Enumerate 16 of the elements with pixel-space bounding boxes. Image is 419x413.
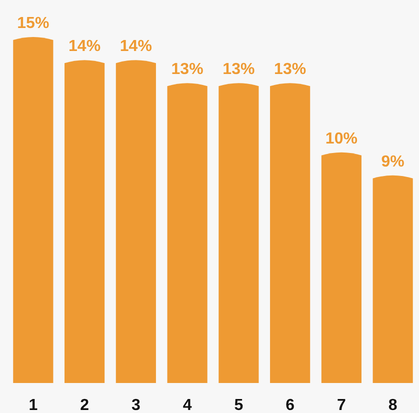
x-tick-label: 7 <box>336 397 346 413</box>
x-tick-label: 4 <box>182 397 192 413</box>
x-tick-label: 2 <box>80 397 90 413</box>
data-label: 13% <box>222 61 255 78</box>
data-label: 13% <box>171 61 204 78</box>
data-label: 9% <box>381 153 404 170</box>
x-tick-label: 3 <box>131 397 140 413</box>
data-label: 14% <box>68 38 101 56</box>
x-tick-label: 5 <box>234 397 244 413</box>
data-label: 14% <box>120 38 152 56</box>
x-tick-label: 8 <box>388 397 398 413</box>
x-tick-label: 6 <box>286 397 295 413</box>
data-label: 10% <box>325 130 358 148</box>
x-tick-label: 1 <box>28 397 38 413</box>
data-label: 15% <box>17 15 50 32</box>
data-label: 13% <box>274 61 306 78</box>
